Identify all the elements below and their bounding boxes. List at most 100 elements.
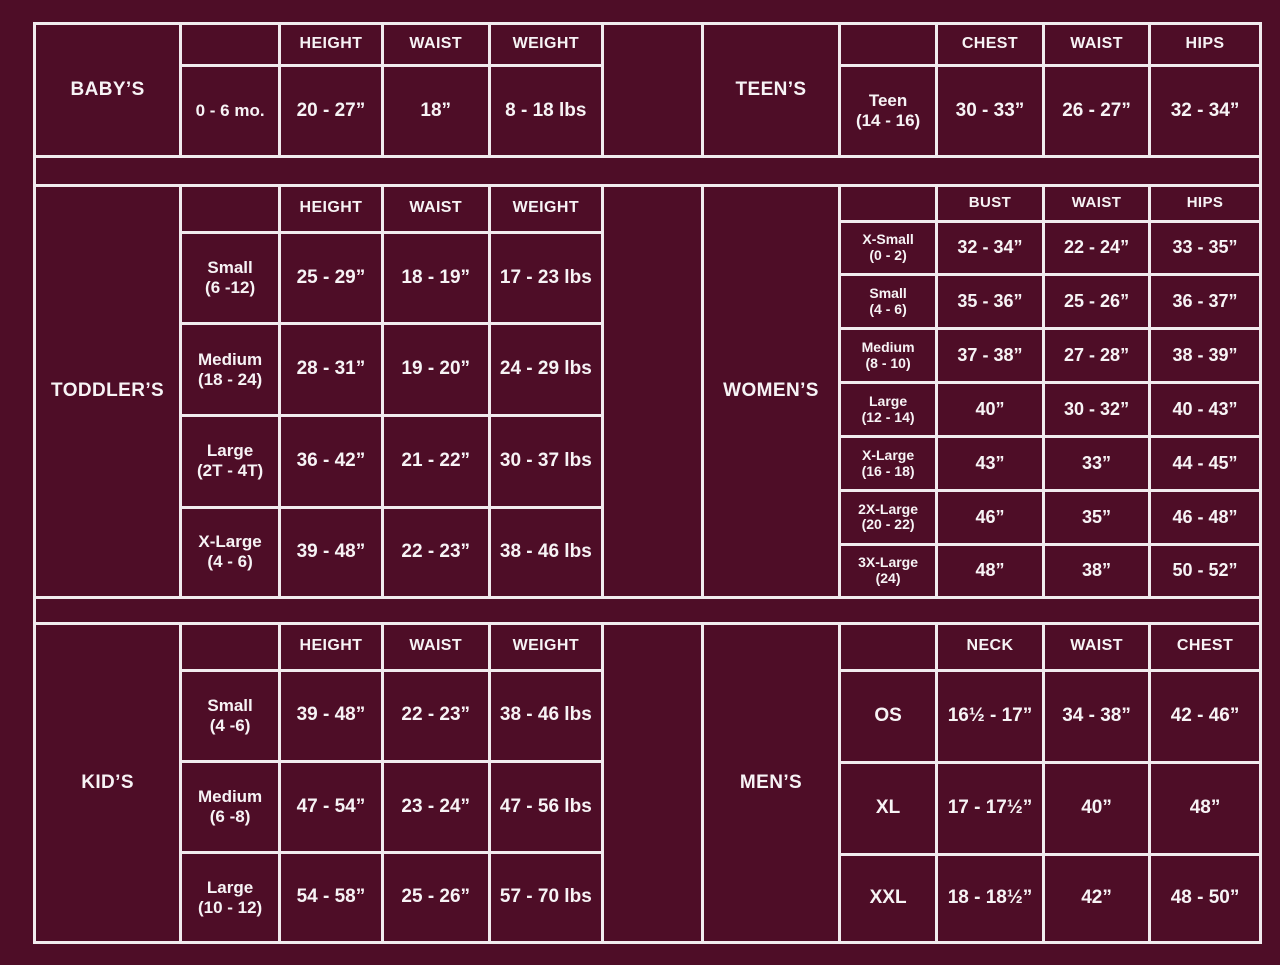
value-cell: 26 - 27” (1042, 63, 1152, 157)
value-cell: 18 - 19” (380, 230, 491, 326)
value-cell: 48 - 50” (1148, 852, 1261, 943)
value-cell: 48” (934, 542, 1046, 598)
size-label-cell: X-Small (0 - 2) (838, 219, 938, 277)
value-cell: 38 - 46 lbs (487, 668, 603, 763)
value-cell: 21 - 22” (380, 414, 491, 509)
value-cell: 40” (1042, 760, 1152, 856)
section-separator (36, 596, 1259, 625)
value-cell: 25 - 26” (1042, 273, 1152, 331)
table-row: X-Large (16 - 18) 43” 33” 44 - 45” (704, 435, 1261, 493)
value-cell: 42 - 46” (1148, 668, 1261, 764)
column-header-weight: WEIGHT (487, 623, 603, 672)
size-label-cell: Teen (14 - 16) (838, 63, 938, 157)
corner-cell (179, 623, 282, 672)
kids-table: KID’S HEIGHT WAIST WEIGHT Small (4 -6) 3… (34, 623, 603, 943)
spacer-column (601, 25, 704, 155)
value-cell: 27 - 28” (1042, 327, 1152, 385)
value-cell: 30 - 32” (1042, 381, 1152, 439)
table-row: Small (6 -12) 25 - 29” 18 - 19” 17 - 23 … (36, 230, 603, 326)
value-cell: 23 - 24” (380, 759, 491, 855)
value-cell: 20 - 27” (278, 63, 384, 157)
size-label-cell: Medium (6 -8) (179, 759, 282, 855)
teens-section-label: TEEN’S (702, 23, 842, 157)
value-cell: 18 - 18½” (934, 852, 1046, 943)
value-cell: 38 - 46 lbs (487, 505, 603, 598)
value-cell: 38” (1042, 542, 1152, 598)
header-row: TODDLER’S HEIGHT WAIST WEIGHT (34, 185, 603, 598)
size-label-cell: Medium (18 - 24) (179, 322, 282, 418)
column-header-weight: WEIGHT (487, 23, 603, 67)
column-header-hips: HIPS (1148, 185, 1261, 223)
value-cell: 16½ - 17” (934, 668, 1046, 764)
kids-section-label: KID’S (34, 623, 183, 943)
mens-table: MEN’S NECK WAIST CHEST OS 16½ - 17” 34 -… (702, 623, 1261, 943)
column-header-waist: WAIST (380, 23, 491, 67)
value-cell: 46 - 48” (1148, 489, 1261, 546)
size-label-cell: Medium (8 - 10) (838, 327, 938, 385)
column-header-weight: WEIGHT (487, 185, 603, 234)
column-header-waist: WAIST (1042, 623, 1152, 672)
column-header-chest: CHEST (934, 23, 1046, 67)
size-label-cell: Large (2T - 4T) (179, 414, 282, 509)
table-row: XL 17 - 17½” 40” 48” (704, 760, 1261, 856)
womens-section-label: WOMEN’S (702, 185, 842, 598)
value-cell: 47 - 54” (278, 759, 384, 855)
teens-table: TEEN’S CHEST WAIST HIPS Teen (14 - 16) 3… (702, 23, 1261, 157)
value-cell: 18” (380, 63, 491, 157)
value-cell: 30 - 33” (934, 63, 1046, 157)
value-cell: 38 - 39” (1148, 327, 1261, 385)
size-label-cell: 0 - 6 mo. (179, 63, 282, 157)
table-row: Large (2T - 4T) 36 - 42” 21 - 22” 30 - 3… (36, 414, 603, 509)
value-cell: 42” (1042, 852, 1152, 943)
value-cell: 35” (1042, 489, 1152, 546)
value-cell: 25 - 29” (278, 230, 384, 326)
table-row: 3X-Large (24) 48” 38” 50 - 52” (704, 542, 1261, 598)
value-cell: 22 - 23” (380, 668, 491, 763)
size-label-cell: 3X-Large (24) (838, 542, 938, 598)
value-cell: 54 - 58” (278, 851, 384, 943)
section-toddler-women: TODDLER’S HEIGHT WAIST WEIGHT Small (6 -… (34, 185, 1261, 598)
value-cell: 34 - 38” (1042, 668, 1152, 764)
size-label-cell: Large (12 - 14) (838, 381, 938, 439)
column-header-height: HEIGHT (278, 23, 384, 67)
size-label-cell: XXL (838, 852, 938, 943)
column-header-waist: WAIST (380, 623, 491, 672)
column-header-neck: NECK (934, 623, 1046, 672)
value-cell: 32 - 34” (1148, 63, 1261, 157)
babys-section-label: BABY’S (34, 23, 183, 157)
spacer-column (601, 625, 704, 941)
value-cell: 22 - 24” (1042, 219, 1152, 277)
mens-section-label: MEN’S (702, 623, 842, 943)
table-row: 2X-Large (20 - 22) 46” 35” 46 - 48” (704, 489, 1261, 546)
size-label-cell: Small (6 -12) (179, 230, 282, 326)
column-header-chest: CHEST (1148, 623, 1261, 672)
value-cell: 37 - 38” (934, 327, 1046, 385)
corner-cell (838, 23, 938, 67)
column-header-waist: WAIST (1042, 185, 1152, 223)
table-row: Large (12 - 14) 40” 30 - 32” 40 - 43” (704, 381, 1261, 439)
size-label-cell: OS (838, 668, 938, 764)
value-cell: 24 - 29 lbs (487, 322, 603, 418)
value-cell: 48” (1148, 760, 1261, 856)
table-row: Large (10 - 12) 54 - 58” 25 - 26” 57 - 7… (36, 851, 603, 943)
spacer-column (601, 187, 704, 596)
column-header-waist: WAIST (1042, 23, 1152, 67)
corner-cell (838, 185, 938, 223)
table-row: Medium (18 - 24) 28 - 31” 19 - 20” 24 - … (36, 322, 603, 418)
value-cell: 40” (934, 381, 1046, 439)
table-row: Medium (6 -8) 47 - 54” 23 - 24” 47 - 56 … (36, 759, 603, 855)
value-cell: 19 - 20” (380, 322, 491, 418)
babys-table: BABY’S HEIGHT WAIST WEIGHT 0 - 6 mo. 20 … (34, 23, 603, 157)
column-header-hips: HIPS (1148, 23, 1261, 67)
size-label-cell: XL (838, 760, 938, 856)
column-header-bust: BUST (934, 185, 1046, 223)
header-row: BABY’S HEIGHT WAIST WEIGHT (34, 23, 603, 157)
value-cell: 32 - 34” (934, 219, 1046, 277)
column-header-waist: WAIST (380, 185, 491, 234)
header-row: TEEN’S CHEST WAIST HIPS (702, 23, 1261, 157)
section-kid-men: KID’S HEIGHT WAIST WEIGHT Small (4 -6) 3… (34, 623, 1261, 943)
value-cell: 8 - 18 lbs (487, 63, 603, 157)
value-cell: 33 - 35” (1148, 219, 1261, 277)
section-baby-teen: BABY’S HEIGHT WAIST WEIGHT 0 - 6 mo. 20 … (34, 23, 1261, 157)
value-cell: 17 - 23 lbs (487, 230, 603, 326)
